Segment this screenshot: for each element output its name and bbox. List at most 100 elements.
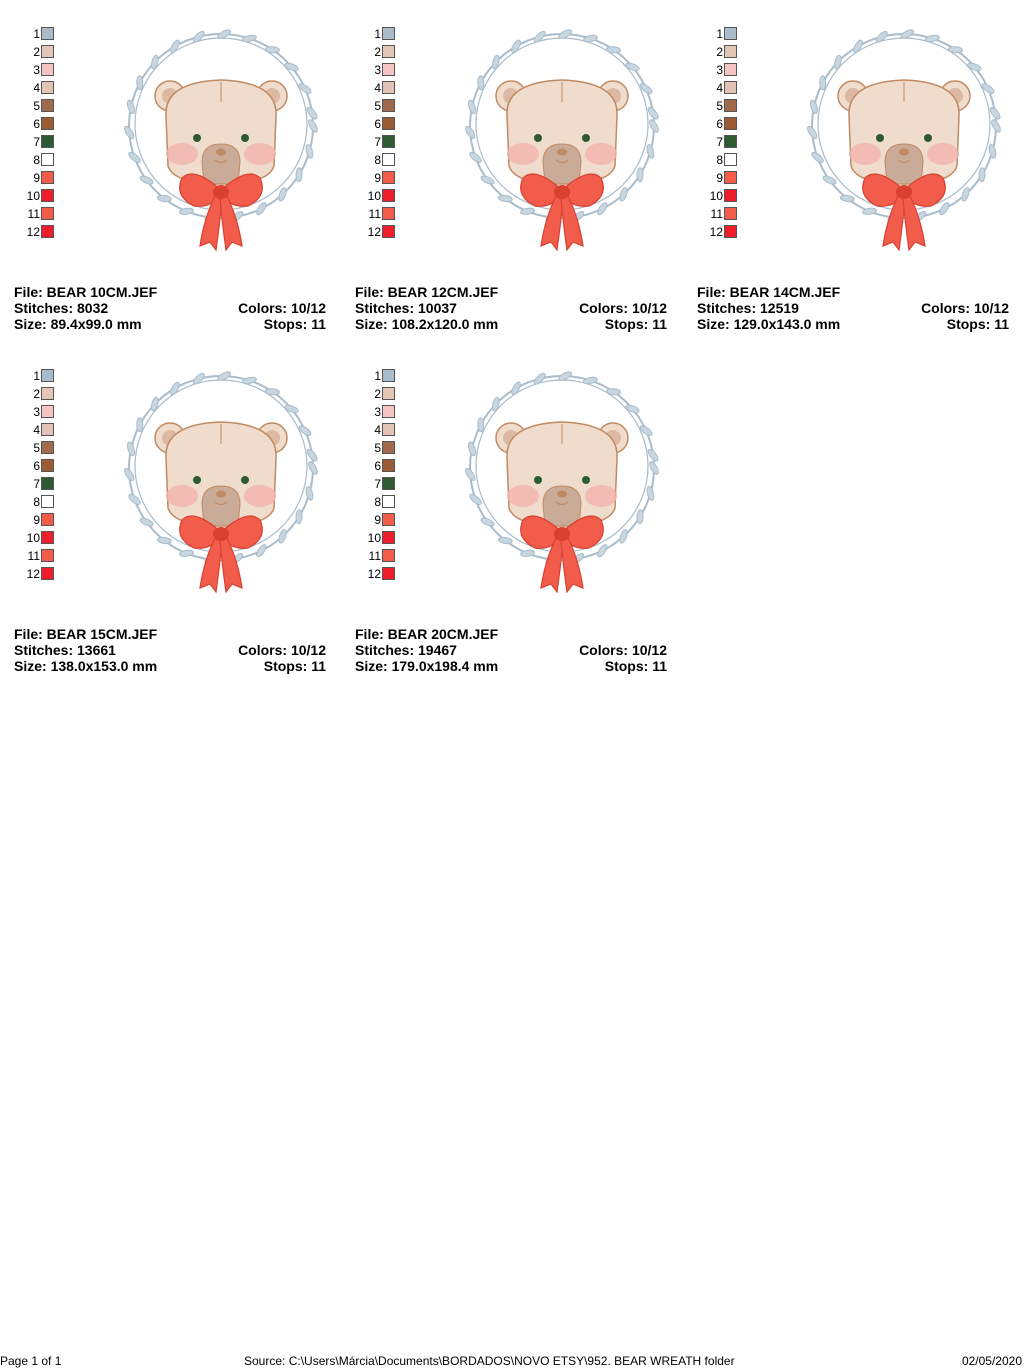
palette-number: 10 bbox=[26, 189, 40, 203]
color-swatch bbox=[724, 135, 737, 148]
bear-snout bbox=[201, 143, 241, 185]
file-name: File: BEAR 10CM.JEF bbox=[14, 284, 158, 300]
color-swatch bbox=[382, 99, 395, 112]
wreath-leaf bbox=[947, 46, 963, 54]
color-swatch bbox=[382, 531, 395, 544]
wreath-leaf bbox=[597, 544, 608, 558]
color-swatch bbox=[382, 459, 395, 472]
color-swatch bbox=[41, 423, 54, 436]
palette-number: 9 bbox=[33, 513, 40, 527]
palette-row: 6 bbox=[355, 458, 395, 476]
palette-number: 5 bbox=[33, 441, 40, 455]
bear-wreath-embroidery-image bbox=[807, 29, 1001, 252]
wreath-leaf bbox=[150, 396, 159, 412]
design-size: Size: 138.0x153.0 mm bbox=[14, 658, 158, 674]
wreath-leaf bbox=[597, 202, 608, 216]
palette-row: 2 bbox=[697, 44, 737, 62]
palette-row: 5 bbox=[355, 98, 395, 116]
palette-number: 1 bbox=[374, 369, 381, 383]
palette-number: 7 bbox=[716, 135, 723, 149]
stitch-count: Stitches: 13661 bbox=[14, 642, 116, 658]
bear-mouth bbox=[555, 501, 569, 506]
wreath-leaf bbox=[605, 46, 621, 54]
palette-row: 1 bbox=[697, 26, 737, 44]
bear-cheek bbox=[849, 143, 881, 165]
wreath-leaf bbox=[649, 461, 659, 475]
palette-row: 9 bbox=[355, 170, 395, 188]
wreath-leaf bbox=[625, 62, 640, 72]
palette-row: 4 bbox=[14, 80, 54, 98]
color-swatch bbox=[41, 81, 54, 94]
palette-number: 1 bbox=[374, 27, 381, 41]
wreath-leaf bbox=[124, 467, 135, 481]
palette-row: 8 bbox=[697, 152, 737, 170]
palette-row: 4 bbox=[355, 422, 395, 440]
color-swatch bbox=[41, 225, 54, 238]
color-swatch bbox=[382, 513, 395, 526]
palette-row: 4 bbox=[355, 80, 395, 98]
palette-row: 4 bbox=[14, 422, 54, 440]
palette-row: 6 bbox=[697, 116, 737, 134]
wreath-leaf bbox=[989, 106, 1001, 120]
palette-number: 11 bbox=[27, 549, 40, 563]
bear-mouth bbox=[897, 159, 911, 164]
palette-row: 10 bbox=[14, 530, 54, 548]
page-number: Page 1 of 1 bbox=[0, 1354, 62, 1368]
bow-knot bbox=[554, 527, 570, 541]
bear-cheek bbox=[244, 143, 276, 165]
wreath-leaf bbox=[480, 517, 495, 527]
bear-mouth bbox=[214, 501, 228, 506]
color-swatch bbox=[41, 207, 54, 220]
palette-number: 9 bbox=[374, 171, 381, 185]
palette-number: 8 bbox=[374, 495, 381, 509]
bear-snout bbox=[884, 143, 924, 185]
palette-row: 3 bbox=[355, 62, 395, 80]
color-swatch bbox=[382, 567, 395, 580]
palette-number: 7 bbox=[374, 135, 381, 149]
palette-number: 8 bbox=[716, 153, 723, 167]
bear-eye bbox=[193, 134, 201, 142]
color-swatch bbox=[382, 225, 395, 238]
bear-cheek bbox=[166, 485, 198, 507]
bear-cheek bbox=[927, 143, 959, 165]
color-swatch bbox=[41, 135, 54, 148]
wreath-leaf bbox=[939, 202, 950, 216]
palette-row: 8 bbox=[355, 494, 395, 512]
stop-count: Stops: 11 bbox=[946, 316, 1009, 332]
color-swatch bbox=[382, 117, 395, 130]
palette-row: 11 bbox=[14, 548, 54, 566]
source-path: Source: C:\Users\Márcia\Documents\BORDAD… bbox=[244, 1354, 735, 1368]
color-swatch bbox=[382, 189, 395, 202]
palette-number: 5 bbox=[33, 99, 40, 113]
bear-eye bbox=[241, 476, 249, 484]
bear-wreath-embroidery-image bbox=[465, 371, 659, 594]
color-swatch bbox=[724, 45, 737, 58]
wreath-leaf bbox=[491, 54, 500, 70]
palette-row: 5 bbox=[355, 440, 395, 458]
wreath-leaf bbox=[284, 62, 299, 72]
wreath-leaf bbox=[646, 486, 655, 501]
wreath-leaf bbox=[126, 99, 136, 115]
color-swatch bbox=[382, 477, 395, 490]
bear-snout bbox=[542, 143, 582, 185]
wreath-leaf bbox=[605, 388, 621, 396]
palette-row: 12 bbox=[14, 566, 54, 584]
wreath-leaf bbox=[961, 187, 970, 202]
palette-row: 7 bbox=[697, 134, 737, 152]
palette-row: 8 bbox=[14, 152, 54, 170]
stitch-count: Stitches: 10037 bbox=[355, 300, 457, 316]
palette-row: 3 bbox=[14, 404, 54, 422]
color-swatch bbox=[41, 441, 54, 454]
palette-row: 5 bbox=[697, 98, 737, 116]
palette-number: 5 bbox=[374, 441, 381, 455]
bow-tail-right bbox=[560, 535, 584, 594]
palette-row: 9 bbox=[355, 512, 395, 530]
wreath-leaf bbox=[839, 194, 855, 203]
bear-eye bbox=[582, 134, 590, 142]
palette-number: 8 bbox=[33, 153, 40, 167]
color-swatch bbox=[41, 153, 54, 166]
color-swatch bbox=[41, 63, 54, 76]
wreath-leaf bbox=[809, 99, 819, 115]
wreath-leaf bbox=[925, 34, 940, 43]
stop-count: Stops: 11 bbox=[263, 658, 326, 674]
